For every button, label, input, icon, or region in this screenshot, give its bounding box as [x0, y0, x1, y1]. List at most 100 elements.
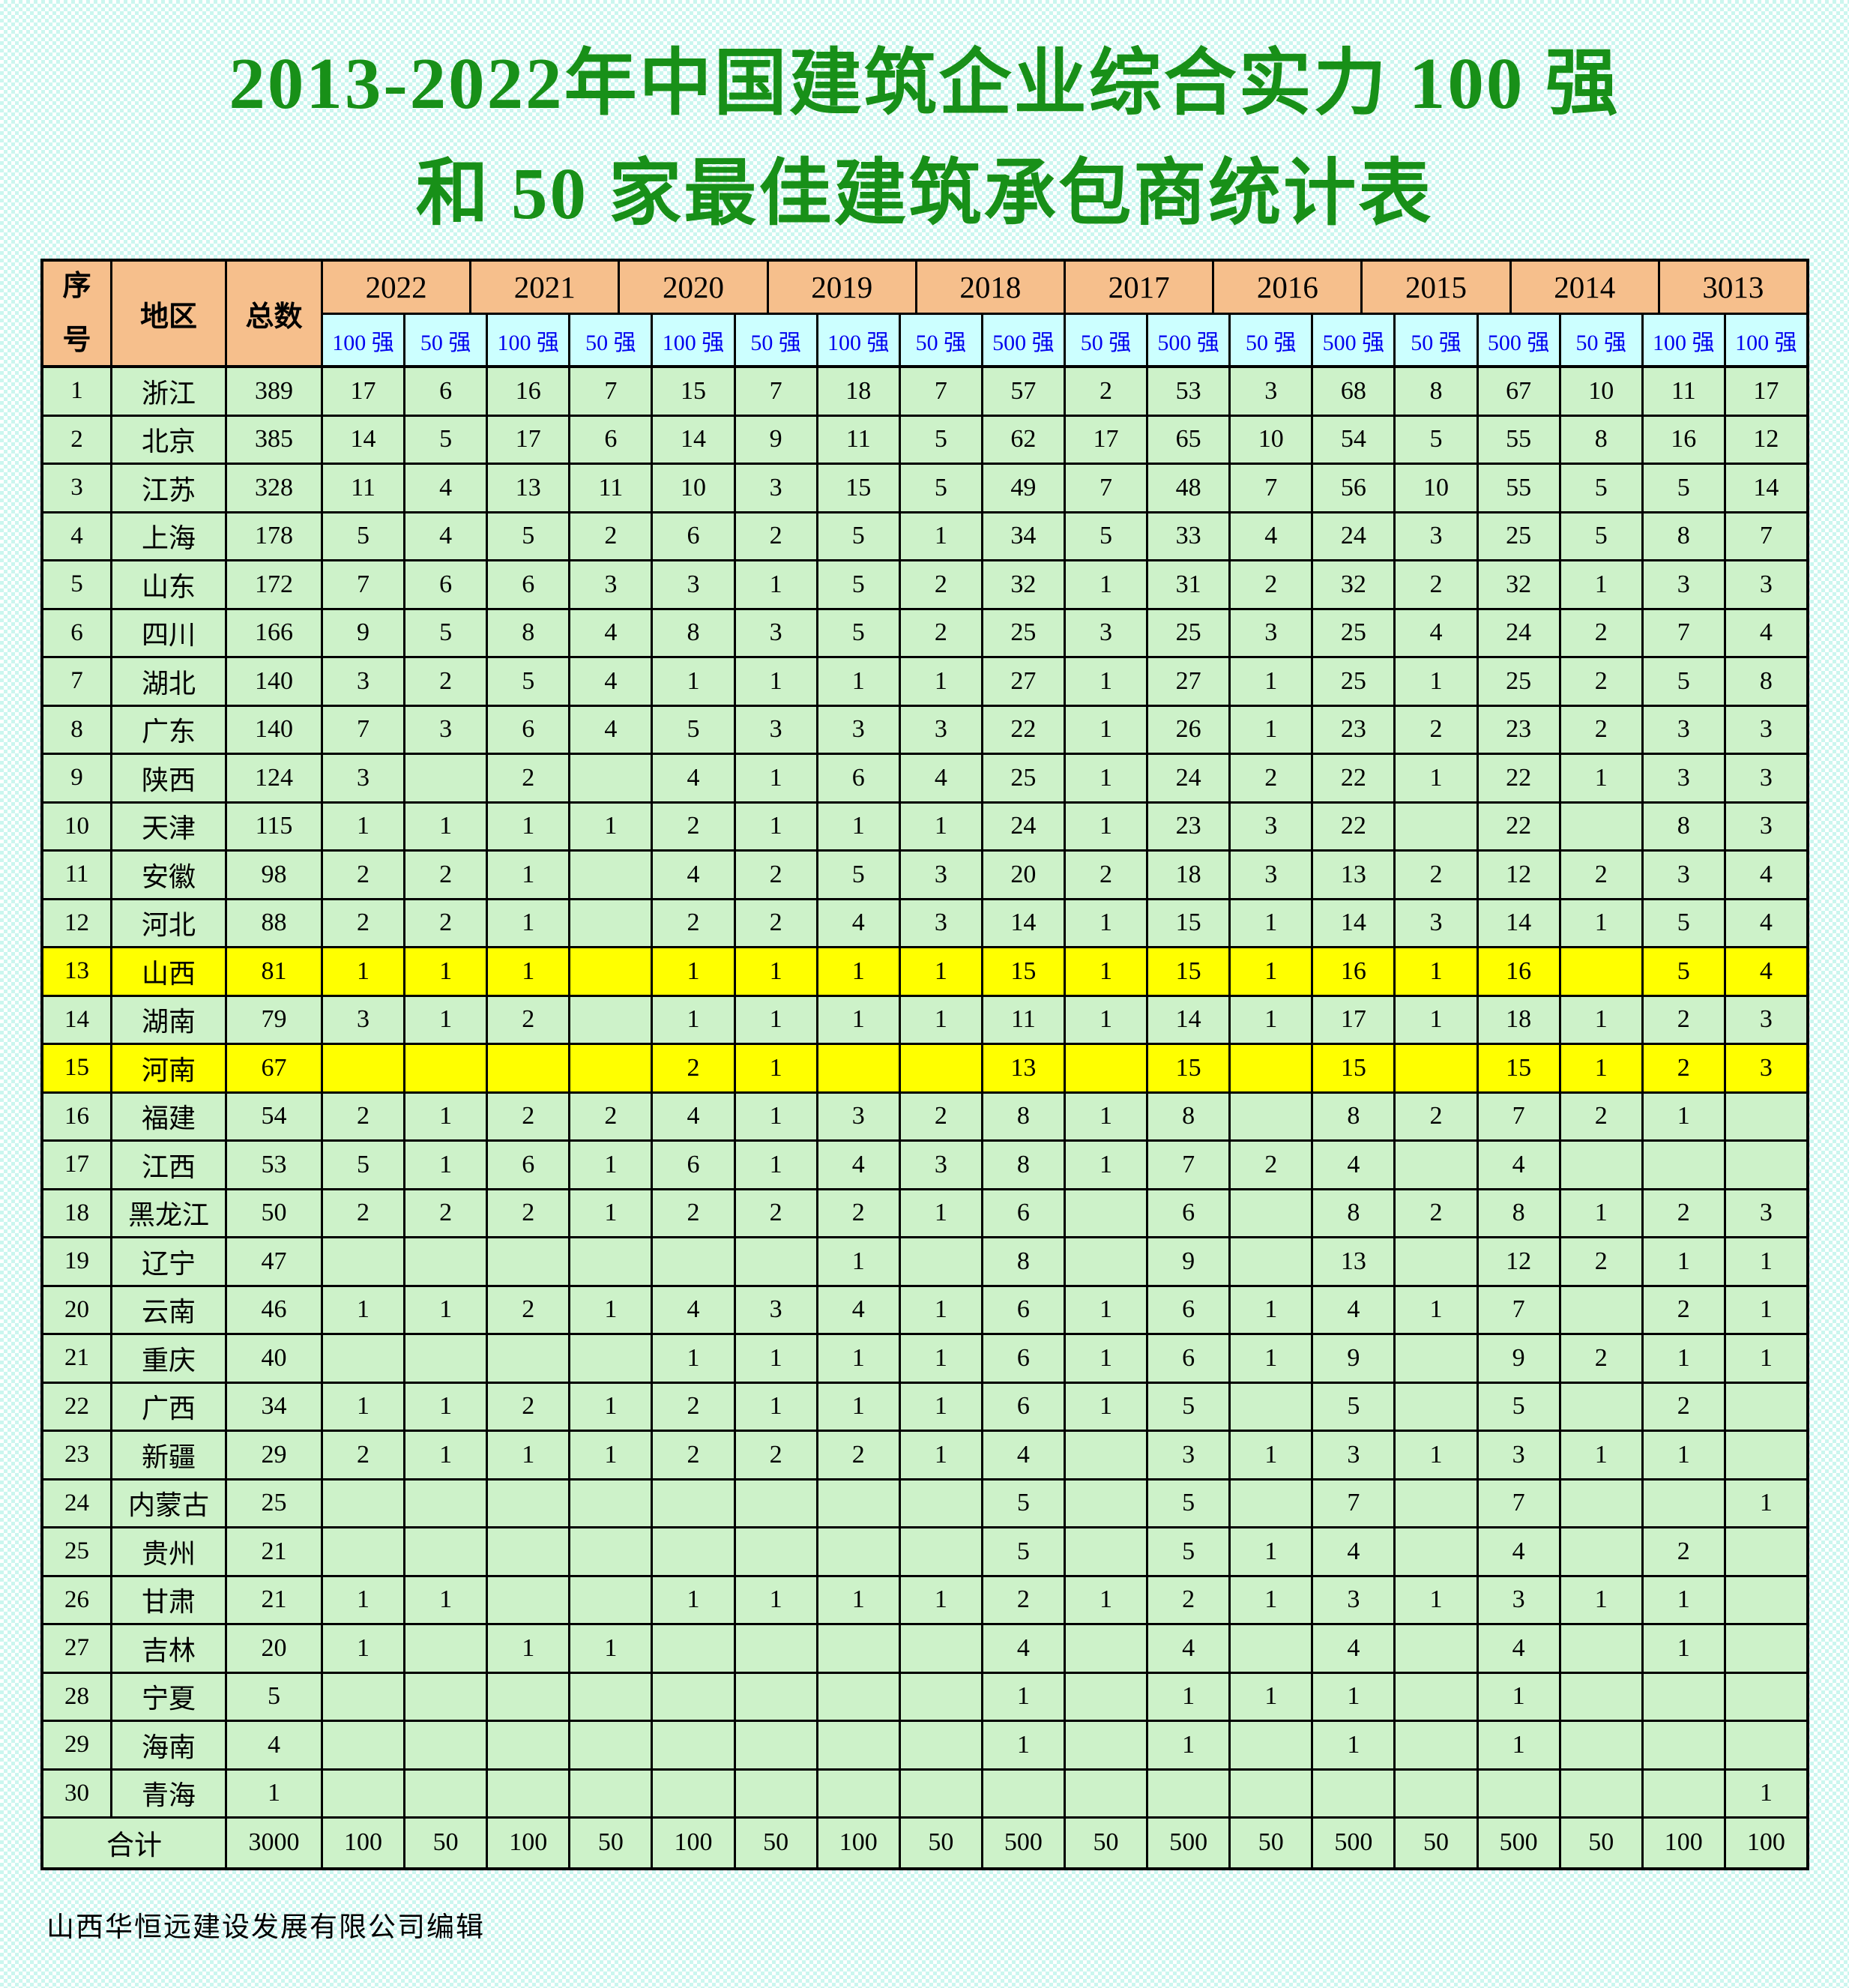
region-cell: 贵州 — [112, 1528, 227, 1575]
table-row: 9 陕西 124 3 2 4 1 6 4 25 1 24 2 22 1 22 1 3 3 — [43, 755, 1806, 804]
value-cell: 2 — [323, 1093, 406, 1139]
rank-subheader-cell: 100 强 — [653, 315, 736, 365]
value-cell: 3 — [1759, 570, 1773, 598]
table-row: 13 山西 81 1 1 1 1 1 1 1 15 1 15 1 16 1 16 5 4 — [43, 948, 1806, 997]
value-cell — [1396, 1625, 1479, 1672]
value-cell — [1313, 1770, 1396, 1816]
row-total-cell: 172 — [227, 561, 323, 608]
value-cell: 1 — [901, 513, 983, 559]
value-cell: 1 — [1231, 1335, 1314, 1382]
value-cell: 18 — [1148, 852, 1231, 898]
value-cell: 8 — [653, 609, 736, 656]
table-row: 21 重庆 40 1 1 1 1 6 1 6 1 9 9 2 1 1 — [43, 1335, 1806, 1384]
value-cell: 3 — [1759, 1053, 1773, 1082]
statistics-table: 序号 地区 总数 2022 2021 2020 2019 2018 2017 2016 201… — [40, 259, 1809, 1870]
value-cell — [1726, 1528, 1806, 1575]
value-cell — [405, 1770, 489, 1816]
value-cell: 14 — [653, 416, 736, 463]
table-row: 11 安徽 98 2 2 1 4 2 5 3 20 2 18 3 13 2 12 2 3 4 — [43, 852, 1806, 900]
value-cell: 17 — [323, 368, 406, 415]
value-cell: 2 — [736, 852, 818, 898]
value-cell: 49 — [983, 465, 1066, 511]
value-cell: 12 — [1479, 852, 1561, 898]
value-cell: 6 — [488, 1142, 571, 1188]
value-cell: 7 — [1479, 1286, 1561, 1333]
row-index-cell: 5 — [43, 561, 112, 608]
value-cell — [570, 900, 654, 946]
row-index-cell: 30 — [43, 1770, 112, 1816]
year-header-cell: 3013 — [1659, 262, 1807, 313]
value-cell: 22 — [1479, 803, 1561, 849]
value-cell: 55 — [1479, 416, 1561, 463]
value-cell — [1396, 803, 1479, 849]
value-cell — [1066, 1480, 1149, 1526]
value-cell: 27 — [1148, 658, 1231, 705]
value-cell — [1726, 1094, 1806, 1140]
value-cell — [1066, 1045, 1149, 1091]
value-cell — [1231, 1238, 1314, 1285]
value-cell: 4 — [1759, 957, 1773, 985]
rank-subheader-cell: 50 强 — [1396, 315, 1479, 365]
value-cell: 1 — [653, 996, 736, 1043]
value-cell: 32 — [1479, 561, 1561, 608]
grand-total-value-cell: 50 — [570, 1819, 654, 1867]
value-cell — [818, 1673, 901, 1720]
row-total-cell: 385 — [227, 416, 323, 463]
value-cell: 48 — [1148, 465, 1231, 511]
value-cell: 11 — [1644, 368, 1726, 415]
value-cell: 4 — [405, 513, 489, 559]
grand-total-value-cell: 100 — [488, 1819, 571, 1867]
value-cell: 1 — [1066, 996, 1149, 1043]
value-cell: 25 — [983, 609, 1066, 656]
value-cell: 1 — [1148, 1673, 1231, 1720]
value-cell — [323, 1770, 406, 1816]
value-cell: 1 — [1396, 755, 1479, 801]
value-cell: 3 — [323, 755, 406, 801]
value-cell: 1 — [1066, 561, 1149, 608]
value-cell — [736, 1480, 818, 1526]
value-cell: 16 — [1644, 416, 1726, 463]
row-total-cell: 389 — [227, 368, 323, 415]
value-cell: 2 — [901, 1093, 983, 1139]
value-cell — [818, 1480, 901, 1526]
value-cell — [1561, 1383, 1644, 1430]
value-cell: 3 — [1313, 1576, 1396, 1623]
rank-subheader-cell: 500 强 — [983, 315, 1066, 365]
value-cell: 2 — [1066, 852, 1149, 898]
value-cell: 1 — [1231, 1432, 1314, 1478]
value-cell: 1 — [1759, 1779, 1773, 1807]
region-cell: 江西 — [112, 1142, 227, 1188]
value-cell: 6 — [1148, 1190, 1231, 1236]
value-cell: 3 — [1231, 803, 1314, 849]
value-cell: 13 — [1313, 852, 1396, 898]
value-cell — [405, 1625, 489, 1672]
value-cell — [488, 1335, 571, 1382]
value-cell: 8 — [1313, 1190, 1396, 1236]
value-cell: 8 — [488, 609, 571, 656]
value-cell: 22 — [983, 706, 1066, 753]
value-cell: 3 — [653, 561, 736, 608]
value-cell — [1561, 1625, 1644, 1672]
region-cell: 黑龙江 — [112, 1190, 227, 1236]
value-cell: 12 — [1753, 425, 1779, 454]
value-cell: 2 — [1066, 368, 1149, 415]
value-cell — [405, 1238, 489, 1285]
value-cell — [488, 1770, 571, 1816]
value-cell: 5 — [405, 609, 489, 656]
value-cell — [901, 1480, 983, 1526]
value-cell: 4 — [1479, 1625, 1561, 1672]
value-cell — [1644, 1480, 1726, 1526]
value-cell: 1 — [1644, 1238, 1726, 1285]
value-cell: 2 — [653, 1045, 736, 1091]
value-cell: 2 — [1396, 561, 1479, 608]
region-cell: 北京 — [112, 416, 227, 463]
value-cell: 4 — [1396, 609, 1479, 656]
value-cell: 5 — [983, 1480, 1066, 1526]
value-cell: 4 — [818, 1142, 901, 1188]
grand-total-value-cell: 100 — [653, 1819, 736, 1867]
value-cell — [901, 1722, 983, 1768]
table-row: 22 广西 34 1 1 2 1 2 1 1 1 6 1 5 5 5 2 — [43, 1383, 1806, 1432]
value-cell: 14 — [1479, 900, 1561, 946]
value-cell: 9 — [1479, 1335, 1561, 1382]
value-cell: 2 — [901, 609, 983, 656]
